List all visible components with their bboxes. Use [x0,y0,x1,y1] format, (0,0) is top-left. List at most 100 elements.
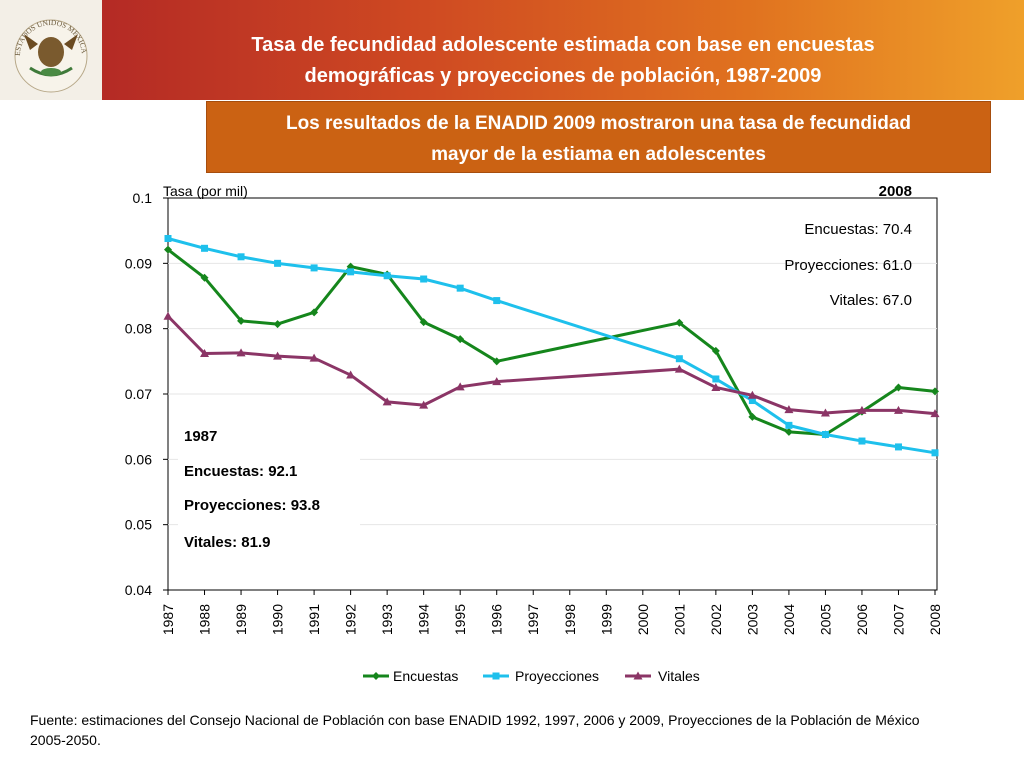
vitales-legend-marker [633,671,643,680]
encuestas-point [931,387,939,396]
proyecciones-point [456,284,464,292]
proyecciones-point [310,264,318,272]
encuestas-point [711,346,720,355]
annotation-2008-line: Proyecciones: 61.0 [784,257,912,274]
encuestas-point [310,308,319,317]
y-tick-label: 0.06 [125,451,152,467]
vitales-point [930,409,940,418]
encuestas-point [894,383,903,392]
annotation-2008-line: Encuestas: 70.4 [804,221,912,238]
vitales-legend-label: Vitales [658,668,700,684]
proyecciones-point [675,355,683,363]
encuestas-point [675,318,684,327]
vitales-point [382,397,392,406]
y-tick-label: 0.1 [133,190,153,206]
subtitle-box [206,101,991,173]
encuestas-point [164,245,172,254]
vitales-point [200,348,210,357]
x-tick-label: 1987 [160,604,176,635]
x-tick-label: 2008 [927,604,943,635]
logo-area: ESTADOS UNIDOS MEXICANOS [0,0,102,100]
x-tick-label: 2006 [854,604,870,635]
source-note: Fuente: estimaciones del Consejo Naciona… [30,712,920,748]
y-tick-label: 0.08 [125,321,152,337]
proyecciones-point [821,431,829,439]
vitales-point [820,408,830,417]
annotation-1987-line: Encuestas: 92.1 [184,463,297,480]
proyecciones-point [785,421,793,429]
vitales-point [857,405,867,414]
x-tick-label: 1999 [598,604,614,635]
encuestas-point [200,273,209,282]
y-tick-label: 0.07 [125,386,152,402]
vitales-point [163,311,173,320]
y-tick-label: 0.04 [125,582,152,598]
x-tick-label: 1991 [306,604,322,635]
encuestas-point [346,262,355,271]
encuestas-point [237,316,246,325]
proyecciones-point [274,259,282,267]
x-tick-label: 1995 [452,604,468,635]
vitales-line [166,315,936,416]
vitales-point [236,348,246,357]
annotation-1987-box [178,420,360,560]
vitales-point [893,405,903,414]
proyecciones-point [420,275,428,283]
x-tick-label: 1989 [233,604,249,635]
proyecciones-legend-marker [492,672,500,680]
vitales-point [419,400,429,409]
y-tick-label: 0.05 [125,517,152,533]
x-tick-label: 2002 [708,604,724,635]
x-tick-label: 1996 [489,604,505,635]
vitales-point [492,377,502,386]
vitales-point [273,351,283,360]
annotation-1987-line: Vitales: 81.9 [184,534,270,551]
encuestas-point [456,335,465,344]
x-tick-label: 2004 [781,604,797,635]
proyecciones-point [858,437,866,445]
proyecciones-point [712,375,720,383]
encuestas-point [273,320,282,329]
proyecciones-point [237,253,245,261]
proyecciones-point [748,397,756,405]
annotation-1987-line: 1987 [184,428,217,445]
subtitle-text: Los resultados de la ENADID 2009 mostrar… [285,113,912,165]
proyecciones-point [894,443,902,451]
x-tick-label: 2000 [635,604,651,635]
annotation-2008-line: 2008 [879,183,912,200]
proyecciones-point [201,244,209,252]
x-tick-label: 1990 [270,604,286,635]
x-tick-label: 2005 [817,604,833,635]
encuestas-legend-marker [372,672,380,680]
mexico-seal-icon: ESTADOS UNIDOS MEXICANOS [0,0,89,93]
fertility-line-chart: 0.1 0.09 0.08 0.07 0.06 0.05 0.04 Tasa (por mil… [125,183,943,684]
title-bar [102,0,1024,100]
y-tick-label: 0.09 [125,255,152,271]
proyecciones-point [493,297,501,305]
vitales-point [309,353,319,362]
x-tick-label: 1998 [562,604,578,635]
vitales-point [455,382,465,391]
x-tick-label: 2003 [744,604,760,635]
x-tick-label: 1997 [525,604,541,635]
proyecciones-legend-label: Proyecciones [515,668,599,684]
x-tick-label: 1988 [197,604,213,635]
encuestas-point [492,357,501,366]
vitales-point [711,382,721,391]
y-axis-title: Tasa (por mil) [163,183,248,199]
encuestas-point [748,412,757,421]
vitales-point [674,364,684,373]
proyecciones-point [383,272,391,280]
proyecciones-line [167,237,936,455]
x-tick-label: 1992 [343,604,359,635]
encuestas-point [419,318,428,327]
page-title: Tasa de fecundidad adolescente estimada … [251,34,875,87]
vitales-point [346,370,356,379]
x-tick-label: 2007 [890,604,906,635]
vitales-point [784,405,794,414]
encuestas-line [167,248,936,437]
x-tick-label: 2001 [671,604,687,635]
x-tick-label: 1993 [379,604,395,635]
header-banner: ESTADOS UNIDOS MEXICANOS Tasa de fecundi… [0,0,1024,100]
vitales-point [747,390,757,399]
